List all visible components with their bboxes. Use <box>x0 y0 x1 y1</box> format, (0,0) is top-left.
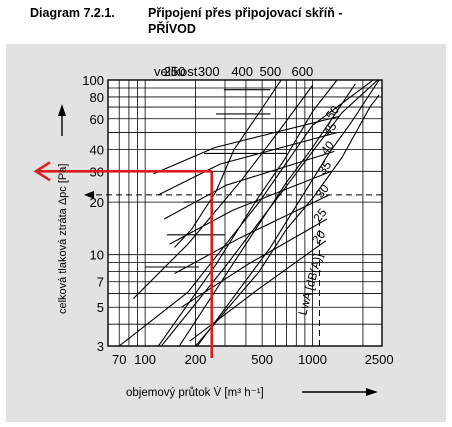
plot-frame <box>107 79 383 347</box>
x-tick-label: 200 <box>185 352 207 367</box>
tick-labels: 70 100 200 500 1000 2500357102030406080100250… <box>82 64 393 367</box>
y-tick-label: 40 <box>90 143 104 158</box>
x-axis-label: objemový průtok V̇ [m³ h⁻¹] <box>126 386 264 399</box>
x-tick-label: 500 <box>251 352 273 367</box>
pressure-loss-diagram: 70 100 200 500 1000 2500357102030406080100250… <box>33 64 394 399</box>
caption: Diagram 7.2.1. Připojení přes připojovac… <box>0 0 452 44</box>
x-tick-label: 1000 <box>298 352 327 367</box>
size-characteristic-line <box>157 80 338 346</box>
y-tick-label: 3 <box>97 339 104 354</box>
noise-curve <box>158 132 338 196</box>
size-value-label: 500 <box>260 64 282 79</box>
x-tick-label: 100 <box>134 352 156 367</box>
y-tick-label: 80 <box>90 90 104 105</box>
y-tick-label: 10 <box>90 248 104 263</box>
y-tick-label: 60 <box>90 112 104 127</box>
size-value-label: 250 <box>164 64 186 79</box>
curves <box>118 80 380 346</box>
y-axis-label: celková tlaková ztráta Δpc [Pa] <box>57 164 69 314</box>
x-axis-arrow-head <box>366 388 378 396</box>
y-axis-arrow-head <box>58 104 66 116</box>
x-tick-label: 2500 <box>365 352 394 367</box>
grid <box>107 79 382 347</box>
noise-curve <box>153 115 340 175</box>
noise-curve <box>169 170 332 245</box>
y-tick-label: 5 <box>97 300 104 315</box>
size-label: velikost <box>154 64 198 79</box>
noise-curve <box>174 194 330 274</box>
size-characteristic-line <box>132 85 313 300</box>
size-value-label: 600 <box>292 64 314 79</box>
diagram-title-line1: Připojení přes připojovací skříň - <box>148 6 343 20</box>
diagram-number: Diagram 7.2.1. <box>30 6 115 20</box>
size-characteristic-line <box>178 83 356 346</box>
plot-area <box>108 80 382 346</box>
y-tick-label: 100 <box>82 73 104 88</box>
example-arrow-head <box>33 161 51 182</box>
size-characteristic-line <box>174 80 282 248</box>
y-tick-label: 7 <box>97 275 104 290</box>
noise-curve <box>163 150 335 220</box>
size-characteristic-line <box>195 94 380 346</box>
diagram-title-line2: PŘÍVOD <box>148 22 196 36</box>
noise-curve <box>181 218 328 308</box>
dashed-arrow-head <box>84 190 94 199</box>
x-tick-label: 70 <box>112 352 126 367</box>
size-value-label: 400 <box>231 64 253 79</box>
size-value-label: 300 <box>198 64 220 79</box>
pressure-curve <box>118 80 374 346</box>
y-tick-label: 20 <box>90 195 104 210</box>
